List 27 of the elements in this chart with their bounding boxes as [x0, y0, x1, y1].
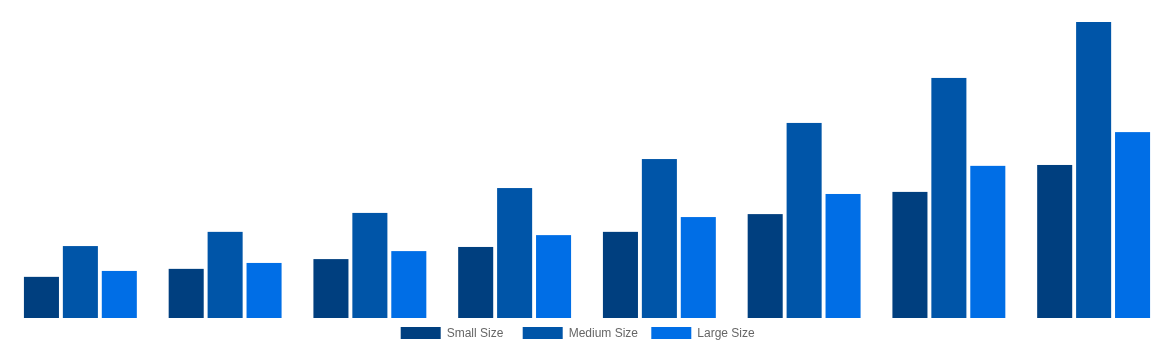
legend-label: Large Size: [697, 326, 755, 340]
bar: [497, 188, 533, 318]
bar: [602, 231, 638, 318]
bar: [892, 191, 928, 318]
bar: [23, 276, 59, 318]
bar: [747, 214, 783, 318]
bar: [536, 235, 572, 318]
bar: [680, 217, 716, 318]
bar: [62, 246, 98, 318]
bar: [391, 251, 427, 318]
bar: [101, 270, 137, 318]
bar: [641, 159, 677, 318]
bar: [1076, 22, 1112, 318]
bar: [786, 122, 822, 318]
bar: [1115, 132, 1151, 318]
legend-label: Small Size: [446, 326, 504, 340]
bar: [313, 259, 349, 318]
bar: [246, 262, 282, 318]
legend-label: Medium Size: [568, 326, 639, 340]
bar: [458, 246, 494, 318]
bar: [1037, 164, 1073, 318]
bar: [352, 212, 388, 318]
bar: [970, 165, 1006, 318]
bar: [825, 193, 861, 318]
bar: [168, 268, 204, 318]
bar: [931, 77, 967, 318]
bar: [207, 231, 243, 318]
